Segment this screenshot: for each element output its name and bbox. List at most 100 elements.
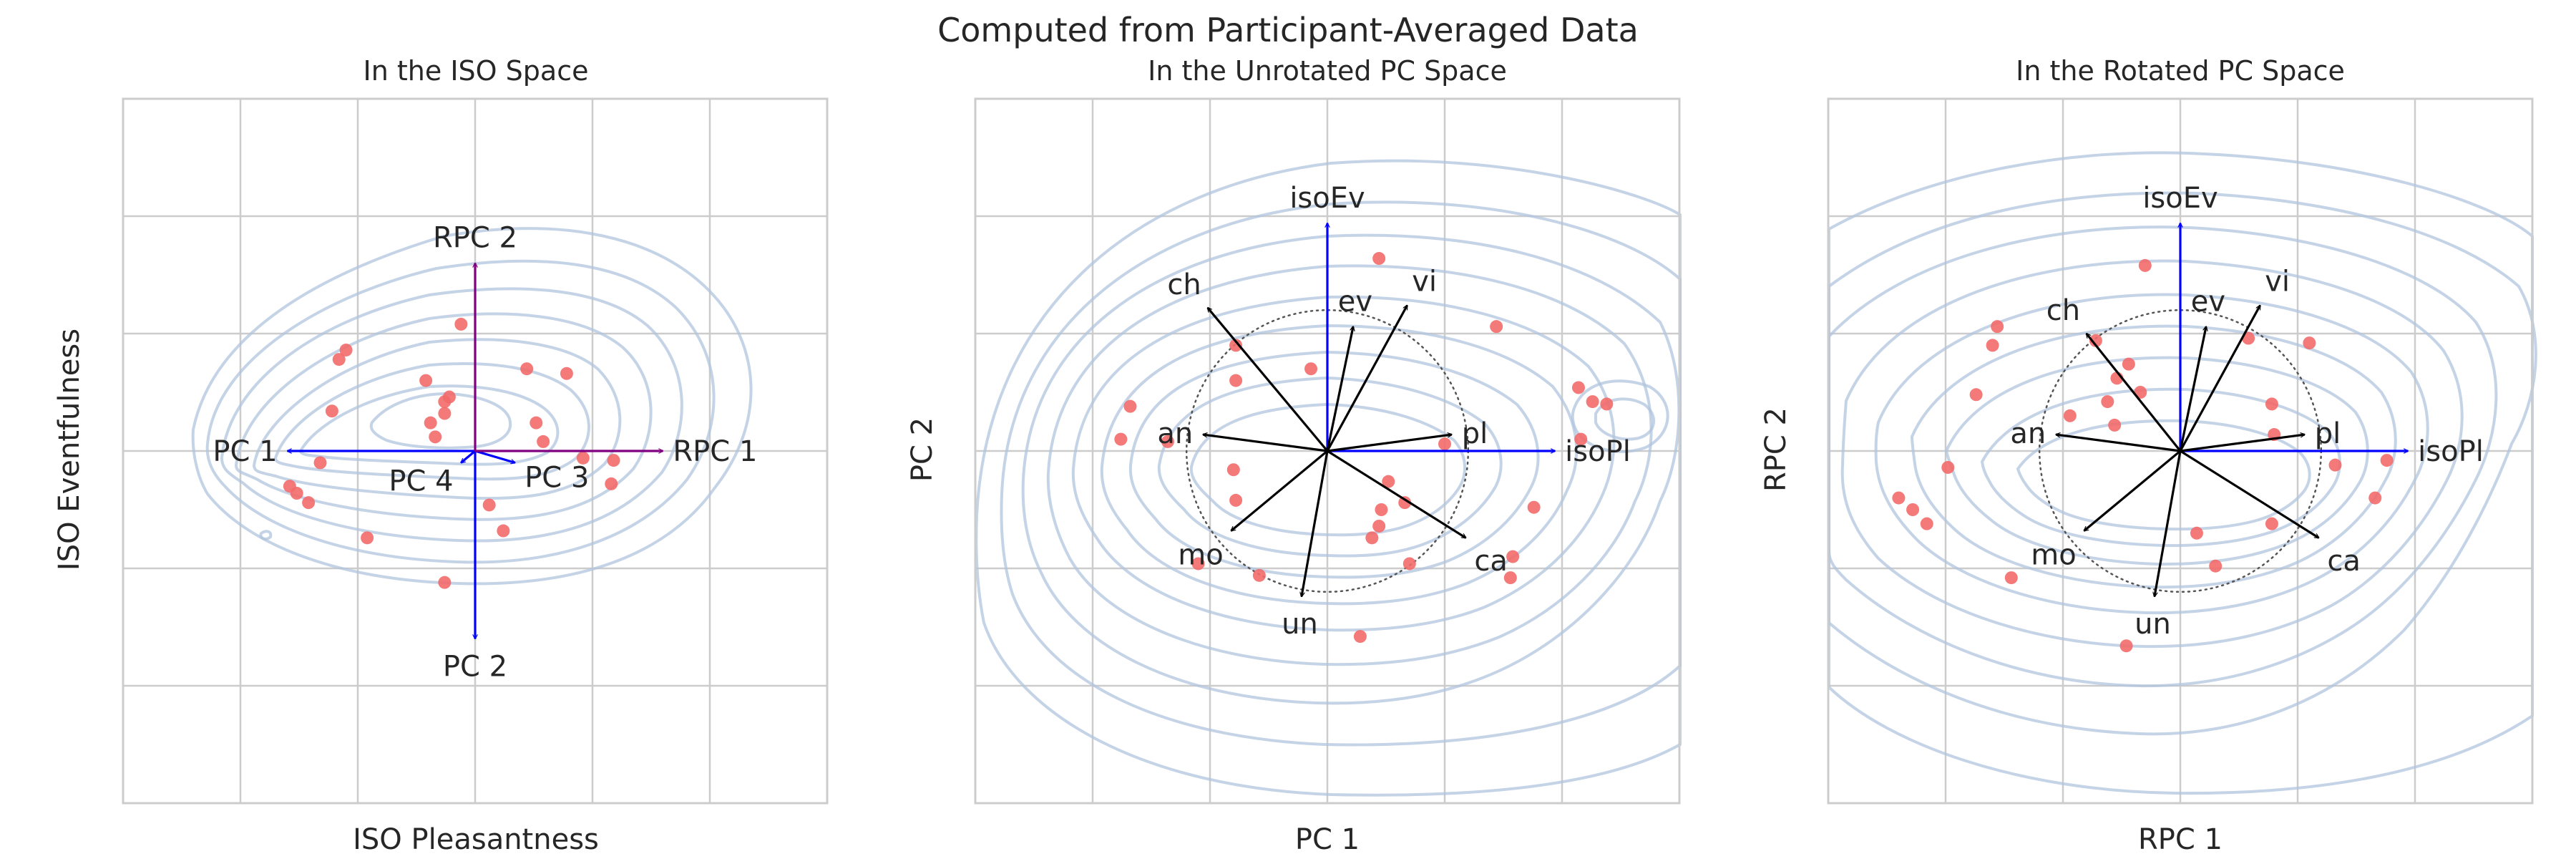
vector-label: an <box>2010 417 2046 450</box>
data-point <box>429 430 442 444</box>
data-point <box>2265 517 2278 530</box>
data-point <box>576 451 590 465</box>
data-points <box>1892 258 2394 653</box>
vector-arrow <box>2180 435 2305 452</box>
data-point <box>1353 630 1367 644</box>
data-point <box>1229 339 1243 352</box>
data-point <box>2089 334 2102 347</box>
vector-label: pl <box>1462 417 1488 450</box>
vector-label: isoEv <box>2142 182 2218 215</box>
vector-arrow <box>2180 450 2319 539</box>
data-point <box>537 435 550 448</box>
density-contour <box>1157 376 1503 558</box>
data-point <box>2138 258 2152 272</box>
vector-arrow <box>461 450 477 462</box>
data-point <box>2063 409 2077 422</box>
vector-arrow <box>2179 326 2206 452</box>
density-contour <box>1189 402 1467 537</box>
vector-arrow <box>2155 450 2182 596</box>
density-contour <box>191 227 753 586</box>
plot-area: isoEv isoPl ch ev vi an pl mo ca un <box>1827 97 2537 805</box>
data-point <box>2303 336 2316 350</box>
data-point <box>1304 362 1318 376</box>
density-contours <box>191 227 753 586</box>
vector-label: PC 3 <box>525 461 589 494</box>
data-point <box>1527 500 1541 514</box>
y-axis-label: PC 2 <box>906 417 939 482</box>
density-contour <box>1840 259 2464 649</box>
vector-label: isoPl <box>2418 435 2484 468</box>
vector-arrow <box>1327 450 1466 539</box>
vector-label: an <box>1157 417 1193 450</box>
panel-rotated-pc-space: In the Rotated PC Space RPC 1 RPC 2 isoE… <box>1760 55 2537 856</box>
density-contour <box>205 259 716 564</box>
data-points <box>283 317 620 589</box>
data-point <box>2328 458 2342 472</box>
density-contour <box>273 362 590 481</box>
data-point <box>2380 454 2394 467</box>
plot-frame <box>122 97 829 805</box>
density-contour <box>1828 191 2537 736</box>
y-axis-label: ISO Eventfulness <box>53 329 86 571</box>
data-point <box>1229 374 1243 387</box>
data-point <box>1986 339 1999 352</box>
data-point <box>325 404 338 418</box>
density-contour <box>1000 200 1682 747</box>
vector-arrow <box>1231 450 1329 531</box>
data-point <box>1372 252 1386 266</box>
vector-arrow <box>1326 326 1353 452</box>
data-point <box>1375 503 1388 516</box>
vector-label: mo <box>1178 538 1223 571</box>
data-point <box>2209 559 2223 573</box>
data-point <box>2122 357 2135 371</box>
data-point <box>1372 519 1386 533</box>
density-contour <box>1021 233 1681 705</box>
density-contour <box>1828 225 2498 688</box>
vector-label: PC 2 <box>443 650 507 683</box>
density-contour <box>1594 397 1656 441</box>
data-point <box>1571 381 1585 394</box>
density-contour <box>252 338 622 500</box>
density-contour <box>369 392 512 450</box>
data-point <box>607 454 620 467</box>
vector-arrow <box>1302 450 1329 596</box>
panel-iso-space: In the ISO Space ISO Pleasantness ISO Ev… <box>53 55 829 856</box>
data-point <box>1252 568 1266 582</box>
data-point <box>1490 320 1503 334</box>
vector-label: un <box>2135 608 2171 641</box>
density-contour <box>1071 295 1616 632</box>
data-point <box>2368 491 2382 505</box>
vector-label: PC 4 <box>389 465 453 498</box>
data-point <box>1906 503 1920 516</box>
data-point <box>1123 399 1137 413</box>
data-point <box>1365 531 1379 545</box>
vector-label: ca <box>1474 545 1508 578</box>
vector-label: ev <box>1338 285 1372 318</box>
data-point <box>560 367 573 380</box>
vector-arrow <box>2056 435 2181 452</box>
density-contours <box>1828 151 2537 795</box>
density-contour <box>1874 293 2429 615</box>
data-point <box>290 487 303 500</box>
density-contour <box>259 530 273 540</box>
data-point <box>482 498 496 512</box>
data-point <box>1402 557 1416 571</box>
data-point <box>302 496 316 510</box>
vector-label: ca <box>2327 545 2361 578</box>
plot-area: PC 1 PC 2 PC 3 PC 4 RPC 1 RPC 2 <box>122 97 829 805</box>
vector-label: ch <box>1167 268 1201 301</box>
data-point <box>497 524 510 538</box>
vector-arrow <box>2084 450 2182 531</box>
vector-label: vi <box>1412 265 1437 298</box>
data-point <box>1506 550 1520 563</box>
density-contour <box>1100 324 1579 606</box>
vector-label: mo <box>2031 538 2076 571</box>
x-axis-label: RPC 1 <box>2138 823 2223 856</box>
vector-label: vi <box>2265 265 2290 298</box>
vectors: PC 1 PC 2 PC 3 PC 4 RPC 1 RPC 2 <box>213 222 757 684</box>
data-point <box>1114 432 1128 446</box>
data-point <box>2108 418 2122 432</box>
data-point <box>1920 517 1933 530</box>
vector-arrow <box>474 450 515 462</box>
